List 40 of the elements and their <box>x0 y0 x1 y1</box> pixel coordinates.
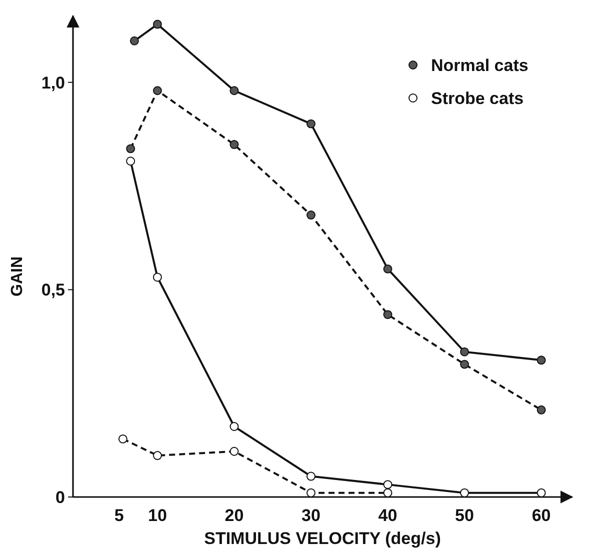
point <box>306 472 316 481</box>
point <box>460 347 470 356</box>
point <box>126 156 136 166</box>
point <box>306 488 316 498</box>
point <box>536 488 546 498</box>
point <box>152 272 162 282</box>
x-tick-label: 20 <box>224 506 244 525</box>
point <box>306 210 316 220</box>
point <box>230 446 239 456</box>
point <box>383 480 392 490</box>
point <box>130 36 139 46</box>
point <box>536 356 546 365</box>
point <box>536 405 546 414</box>
point <box>230 422 239 431</box>
point <box>383 488 392 498</box>
point <box>230 86 239 96</box>
point <box>230 140 239 150</box>
y-tick-label: 0 <box>56 488 65 507</box>
y-axis-title: GAIN <box>9 256 26 296</box>
y-tick-label: 1,0 <box>41 73 65 92</box>
point <box>126 144 136 154</box>
y-tick-label: 0,5 <box>41 280 65 300</box>
x-tick-label: 30 <box>302 506 320 525</box>
x-tick-label: 10 <box>148 506 167 525</box>
point <box>383 310 392 320</box>
x-tick-label: 50 <box>455 506 474 525</box>
point <box>118 434 128 444</box>
point <box>460 360 470 369</box>
point <box>460 488 470 498</box>
x-tick-label: 60 <box>532 506 551 525</box>
legend-label: Normal cats <box>431 56 528 75</box>
point <box>152 20 162 29</box>
point <box>152 86 162 96</box>
x-tick-label: 40 <box>378 506 398 525</box>
legend-label: Strobe cats <box>431 88 524 108</box>
point <box>306 119 316 128</box>
point <box>383 264 392 274</box>
point <box>152 451 162 460</box>
x-axis-title: STIMULUS VELOCITY (deg/s) <box>204 529 441 548</box>
x-tick-label: 5 <box>114 506 124 525</box>
